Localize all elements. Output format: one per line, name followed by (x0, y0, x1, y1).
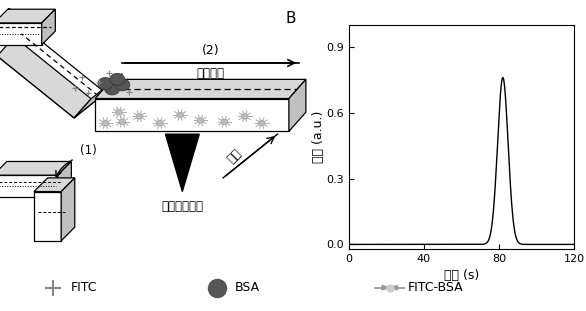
Polygon shape (0, 37, 91, 118)
Polygon shape (34, 192, 61, 241)
Circle shape (241, 114, 248, 119)
Polygon shape (0, 161, 71, 175)
Circle shape (177, 112, 183, 118)
Polygon shape (34, 178, 75, 192)
Polygon shape (0, 23, 42, 45)
Circle shape (258, 120, 265, 126)
Text: BSA: BSA (234, 281, 260, 294)
Circle shape (110, 73, 125, 86)
Circle shape (119, 119, 126, 124)
Polygon shape (42, 9, 55, 45)
Circle shape (115, 109, 122, 115)
Polygon shape (0, 175, 58, 197)
Text: FITC: FITC (70, 281, 97, 294)
Text: (1): (1) (80, 144, 97, 157)
Circle shape (102, 120, 109, 126)
Text: FITC-BSA: FITC-BSA (407, 281, 463, 294)
X-axis label: 时间 (s): 时间 (s) (444, 269, 479, 282)
Polygon shape (95, 99, 289, 131)
Polygon shape (0, 31, 105, 118)
Polygon shape (289, 79, 306, 131)
Polygon shape (58, 161, 71, 197)
Circle shape (221, 119, 228, 124)
Text: 电动驱动: 电动驱动 (197, 67, 224, 80)
Y-axis label: 荧光 (a.u.): 荧光 (a.u.) (312, 111, 325, 163)
Polygon shape (165, 134, 199, 192)
Polygon shape (74, 74, 122, 118)
Text: A: A (4, 8, 14, 23)
Circle shape (115, 79, 130, 91)
Polygon shape (95, 79, 306, 99)
Text: 响应: 响应 (224, 146, 244, 165)
Circle shape (156, 120, 163, 126)
Circle shape (197, 118, 204, 123)
Circle shape (98, 77, 113, 90)
Text: (2): (2) (202, 44, 220, 58)
Text: 激光诱导荧光: 激光诱导荧光 (161, 200, 203, 213)
Circle shape (136, 114, 143, 119)
Text: B: B (285, 12, 296, 26)
Polygon shape (0, 9, 55, 23)
Circle shape (105, 83, 120, 95)
Polygon shape (61, 178, 75, 241)
